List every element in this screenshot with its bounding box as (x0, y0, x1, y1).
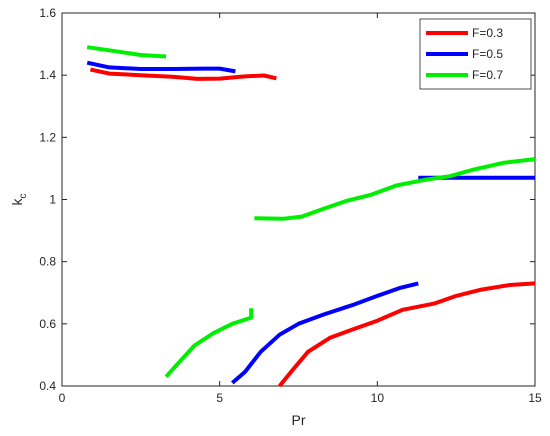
series-line-3-segment-3 (254, 157, 536, 221)
y-axis-label-main: k (9, 198, 25, 206)
y-axis-label: kc (9, 194, 29, 206)
series-line-2-segment-2 (230, 281, 419, 385)
series-layer (86, 45, 536, 388)
series-line-2-segment-1 (86, 60, 236, 74)
legend-label: F=0.7 (472, 68, 503, 82)
x-axis-label: Pr (292, 412, 306, 428)
y-tick-label: 0.4 (39, 379, 56, 393)
x-tick-label: 0 (59, 391, 66, 405)
y-tick-label: 1.4 (39, 68, 56, 82)
series-line-3-segment-2 (164, 308, 254, 379)
ticks-layer: 0 5 10 15 0.4 0.6 0.8 1 1.2 1.4 1.6 (39, 6, 542, 405)
y-tick-label: 1.6 (39, 6, 56, 20)
y-axis-label-sub: c (18, 194, 29, 199)
y-tick-label: 1 (49, 193, 56, 207)
x-tick-label: 15 (528, 391, 542, 405)
x-tick-label: 5 (216, 391, 223, 405)
y-tick-label: 0.6 (39, 317, 56, 331)
legend: F=0.3 F=0.5 F=0.7 (419, 18, 532, 90)
y-tick-label: 1.2 (39, 130, 56, 144)
legend-label: F=0.3 (472, 26, 503, 40)
series-line-1-segment-1 (89, 67, 277, 81)
y-tick-label: 0.8 (39, 255, 56, 269)
series-line-1-segment-2 (278, 281, 536, 388)
series-line-3-segment-1 (86, 45, 167, 59)
legend-label: F=0.5 (472, 47, 503, 61)
x-tick-label: 10 (371, 391, 385, 405)
